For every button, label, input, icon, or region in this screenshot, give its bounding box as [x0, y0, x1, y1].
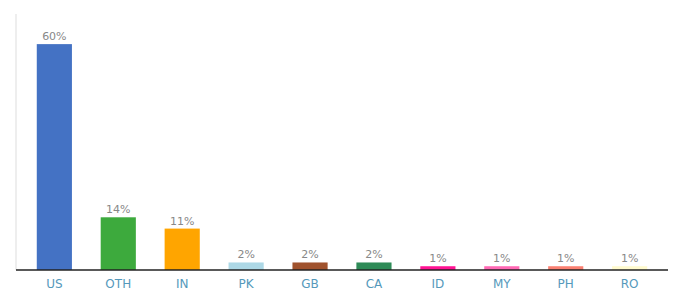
- data-label: 1%: [429, 252, 446, 265]
- bar: [229, 262, 264, 270]
- x-tick-label: OTH: [105, 277, 131, 291]
- chart-container: 60% 14% 11% 2% 2% 2% 1% 1% 1% 1% US OTH IN PK GB CA ID MY…: [0, 0, 680, 300]
- x-tick-label: US: [46, 277, 62, 291]
- x-tick-label: RO: [621, 277, 639, 291]
- data-label: 60%: [42, 30, 66, 43]
- x-tick-label: GB: [301, 277, 319, 291]
- chart: 60% 14% 11% 2% 2% 2% 1% 1% 1% 1% US OTH IN PK GB CA ID MY…: [0, 0, 680, 300]
- x-tick-label: PK: [239, 277, 255, 291]
- data-label: 2%: [365, 248, 382, 261]
- data-label: 11%: [170, 215, 194, 228]
- bar: [165, 229, 200, 270]
- data-label: 1%: [621, 252, 638, 265]
- bar: [101, 217, 136, 270]
- data-label: 2%: [237, 248, 254, 261]
- x-axis-line: [16, 269, 668, 271]
- bar: [37, 44, 72, 270]
- bars: [37, 44, 647, 270]
- x-tick-label: CA: [366, 277, 383, 291]
- data-label: 2%: [301, 248, 318, 261]
- x-tick-label: MY: [493, 277, 511, 291]
- bar: [356, 262, 391, 270]
- x-tick-label: PH: [558, 277, 574, 291]
- x-tick-label: ID: [431, 277, 444, 291]
- data-label: 14%: [106, 203, 130, 216]
- x-tick-label: IN: [176, 277, 189, 291]
- y-axis-line: [16, 14, 17, 270]
- data-label: 1%: [493, 252, 510, 265]
- data-label: 1%: [557, 252, 574, 265]
- bar: [292, 262, 327, 270]
